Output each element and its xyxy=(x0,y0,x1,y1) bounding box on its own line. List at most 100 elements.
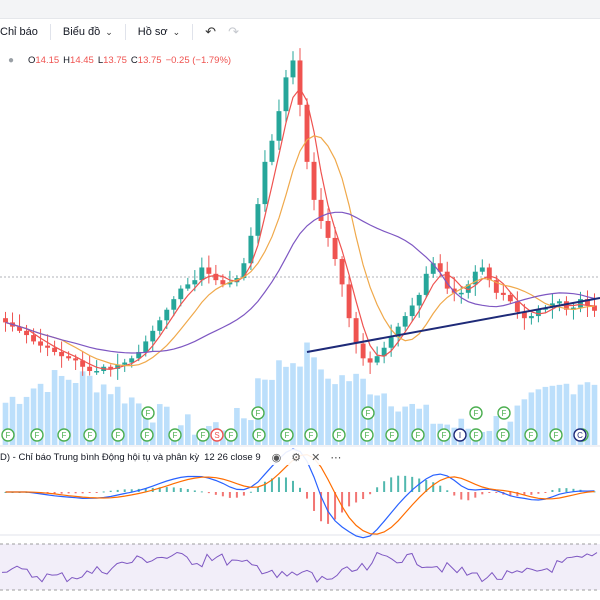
macd-histogram-bar xyxy=(544,492,547,493)
macd-histogram-bar xyxy=(453,492,456,496)
symbol-status-icon: ● xyxy=(8,54,15,66)
toolbar-divider xyxy=(192,24,194,40)
chart-menu-button[interactable]: Biểu đồ ⌄ xyxy=(57,21,119,43)
candle-body xyxy=(24,330,29,336)
volume-bar xyxy=(16,403,23,445)
candle-body xyxy=(585,299,590,306)
macd-histogram-bar xyxy=(95,492,98,493)
event-flag-label: F xyxy=(366,409,371,418)
close-icon[interactable]: ✕ xyxy=(311,451,321,464)
macd-histogram-bar xyxy=(306,492,309,499)
volume-bar xyxy=(584,382,591,445)
candle-body xyxy=(472,271,478,285)
macd-histogram-bar xyxy=(551,489,554,492)
macd-histogram-bar xyxy=(404,475,407,492)
macd-histogram-bar xyxy=(425,480,428,492)
event-flag-icon xyxy=(140,428,154,442)
macd-histogram-bar xyxy=(123,489,126,492)
candle-body xyxy=(402,316,408,327)
candle-body xyxy=(318,199,324,221)
volume-bar xyxy=(367,394,373,445)
volume-bar xyxy=(262,379,268,445)
event-flag-label: F xyxy=(116,431,121,440)
gear-icon[interactable]: ⚙ xyxy=(291,451,302,464)
candle-body xyxy=(66,356,72,359)
candle-body xyxy=(535,309,541,317)
candle-body xyxy=(571,307,576,310)
macd-histogram-bar xyxy=(81,492,84,494)
open-value: 14.15 xyxy=(35,55,60,66)
volume-bar xyxy=(2,402,9,445)
redo-button[interactable]: ↷ xyxy=(222,21,245,43)
volume-bar xyxy=(276,360,282,445)
event-flag-label: F xyxy=(256,409,261,418)
volume-bar xyxy=(339,375,345,445)
candle-body xyxy=(94,370,100,373)
redo-icon: ↷ xyxy=(228,24,239,39)
volume-bar xyxy=(521,399,528,445)
candle-body xyxy=(381,347,387,357)
candle-body xyxy=(360,343,366,359)
volume-bar xyxy=(156,404,163,445)
macd-histogram-bar xyxy=(313,492,316,511)
indicators-label: Chỉ báo xyxy=(0,26,38,38)
volume-bar xyxy=(44,391,51,445)
candle-body xyxy=(17,326,22,331)
candle-body xyxy=(122,362,128,365)
candle-body xyxy=(493,280,499,293)
event-flag-icon xyxy=(385,428,399,442)
undo-button[interactable]: ↶ xyxy=(199,21,222,43)
candle-body xyxy=(500,292,506,295)
macd-histogram-bar xyxy=(327,492,330,524)
macd-histogram-bar xyxy=(362,492,365,500)
volume-bar xyxy=(409,403,415,445)
volume-bar xyxy=(549,385,556,445)
macd-histogram-bar xyxy=(256,487,259,492)
eye-icon[interactable]: ◉ xyxy=(271,451,282,464)
event-flag-icon xyxy=(252,428,266,442)
candle-body xyxy=(73,358,79,361)
candle-body xyxy=(192,280,198,285)
volume-bar xyxy=(402,406,408,445)
candle-body xyxy=(304,104,310,162)
macd-histogram-bar xyxy=(158,487,161,492)
event-marker-icon xyxy=(210,428,224,442)
event-flag-icon xyxy=(280,428,294,442)
ma-mid-line xyxy=(5,135,595,367)
volume-bar xyxy=(121,403,128,445)
macd-histogram-bar xyxy=(207,492,210,494)
candle-body xyxy=(31,335,37,342)
close-key: C xyxy=(130,55,138,66)
macd-histogram-bar xyxy=(320,492,323,522)
event-marker-icon xyxy=(573,428,587,442)
macd-histogram-bar xyxy=(228,492,231,498)
macd-histogram-bar xyxy=(369,492,372,495)
indicators-button[interactable]: Chỉ báo xyxy=(0,21,44,43)
macd-histogram-bar xyxy=(397,475,400,492)
candle-body xyxy=(52,347,58,352)
candle-body xyxy=(276,111,282,141)
volume-bar xyxy=(570,394,577,445)
macd-histogram-bar xyxy=(334,492,337,520)
rsi-line xyxy=(1,551,598,583)
macd-histogram-bar xyxy=(165,487,168,492)
profile-menu-button[interactable]: Hồ sơ ⌄ xyxy=(132,21,186,43)
candle-body xyxy=(283,77,289,112)
macd-histogram-bar xyxy=(291,480,294,492)
volume-bar xyxy=(591,384,598,445)
event-marker-icon xyxy=(453,428,467,442)
event-flag-icon xyxy=(141,406,155,420)
macd-histogram-bar xyxy=(348,492,351,507)
candle-body xyxy=(332,237,338,260)
volume-bar xyxy=(528,392,535,445)
macd-title: D) - Chỉ báo Trung bình Động hội tụ và p… xyxy=(0,451,200,463)
volume-bar xyxy=(100,384,107,445)
event-flag-icon xyxy=(469,428,483,442)
volume-bar xyxy=(374,395,380,445)
more-icon[interactable]: ⋯ xyxy=(330,451,342,464)
candle-body xyxy=(262,161,268,205)
macd-histogram-bar xyxy=(284,477,287,492)
macd-histogram-bar xyxy=(67,492,70,494)
candle-body xyxy=(199,267,205,281)
